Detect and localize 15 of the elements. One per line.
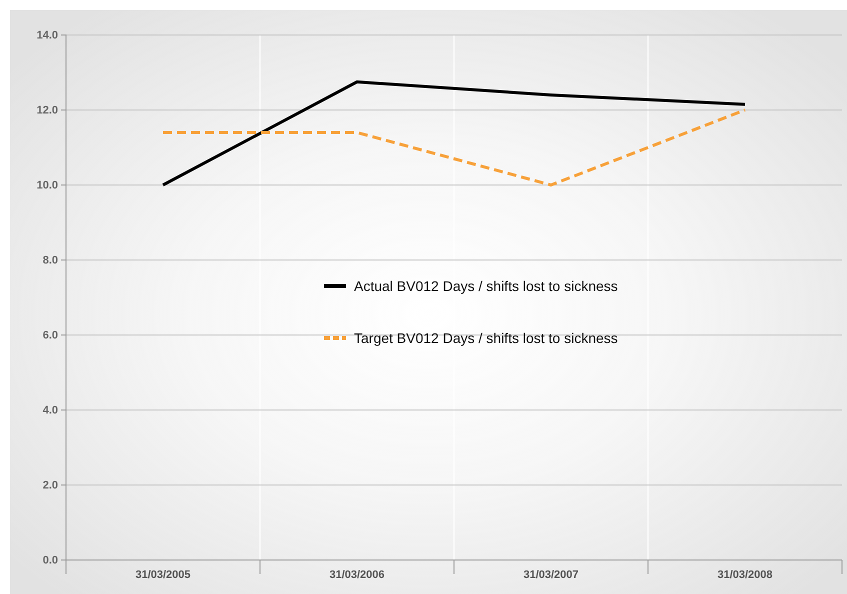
y-tick-label: 8.0 [42,254,58,267]
y-tick-label: 2.0 [42,480,58,492]
y-tick-label: 10.0 [36,180,58,192]
y-tick-label: 0.0 [42,554,58,567]
x-tick-label: 31/03/2006 [329,568,385,581]
line-series [162,80,746,186]
x-tick-label: 31/03/2008 [717,568,773,581]
legend-label: Target BV012 Days / shifts lost to sickness [354,330,618,346]
y-tick-label: 4.0 [42,404,58,417]
y-tick-label: 14.0 [36,30,58,42]
x-tick-label: 31/03/2007 [523,568,579,581]
y-tick-label: 12.0 [36,104,58,117]
x-tick-label: 31/03/2005 [135,568,191,581]
y-tick-label: 6.0 [42,330,58,342]
legend-label: Actual BV012 Days / shifts lost to sickness [354,278,618,294]
